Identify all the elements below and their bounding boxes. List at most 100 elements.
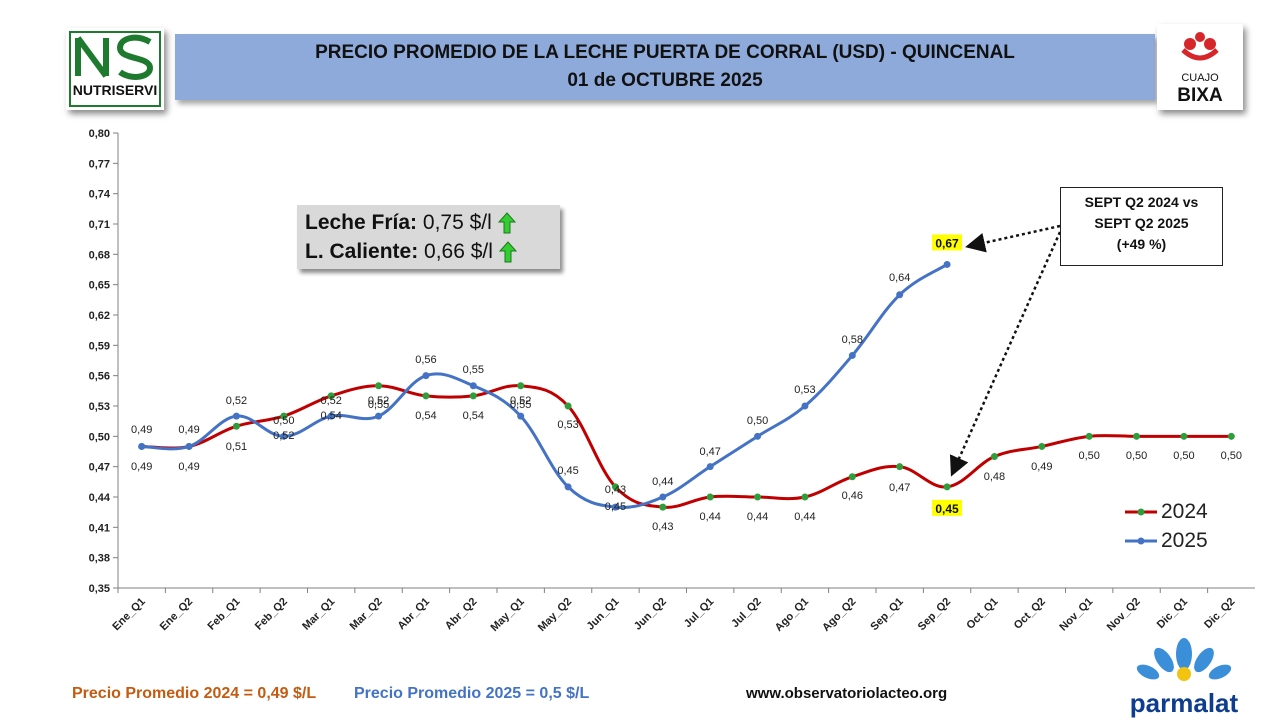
- website-link[interactable]: www.observatoriolacteo.org: [746, 685, 948, 702]
- x-tick-label: Jun_Q1: [585, 596, 622, 633]
- x-tick-label: May_Q1: [488, 596, 526, 634]
- y-tick-label: 0,50: [89, 431, 110, 443]
- legend-item-2024: 2024: [1125, 497, 1208, 526]
- y-tick-label: 0,62: [89, 310, 110, 322]
- current-price-box: Leche Fría: 0,75 $/l L. Caliente: 0,66 $…: [297, 205, 560, 269]
- data-label-2024: 0,46: [842, 490, 863, 502]
- data-label-2025: 0,45: [557, 465, 578, 477]
- data-label-2025: 0,55: [510, 399, 531, 411]
- y-tick-label: 0,68: [89, 249, 110, 261]
- data-point-2024: [327, 392, 335, 400]
- data-label-2024: 0,44: [794, 511, 815, 523]
- data-point-2024: [469, 392, 477, 400]
- data-point-2025: [138, 442, 146, 450]
- data-label-2025: 0,54: [320, 410, 341, 422]
- data-label-2025: 0,53: [794, 384, 815, 396]
- data-point-2024: [706, 493, 714, 501]
- cold-milk-value: 0,75 $/l: [422, 211, 492, 234]
- x-tick-label: Nov_Q1: [1057, 596, 1095, 634]
- data-label-2024: 0,54: [415, 410, 436, 422]
- data-label-2024: 0,44: [747, 511, 768, 523]
- x-tick-label: Dic_Q1: [1155, 596, 1190, 631]
- data-point-2024: [1038, 442, 1046, 450]
- data-point-2025: [943, 260, 951, 268]
- data-label-2024: 0,54: [463, 410, 484, 422]
- data-point-2025: [185, 442, 193, 450]
- data-label-2025: 0,44: [652, 476, 673, 488]
- data-label-2024: 0,50: [1126, 450, 1147, 462]
- legend-label-2024: 2024: [1161, 499, 1208, 523]
- x-tick-label: Mar_Q2: [348, 596, 385, 633]
- data-point-2024: [280, 412, 288, 420]
- x-tick-label: Jul_Q2: [729, 596, 763, 630]
- data-label-2024: 0,52: [320, 395, 341, 407]
- data-label-2024: 0,43: [652, 521, 673, 533]
- x-tick-label: Ene_Q2: [158, 596, 195, 633]
- data-label-2024: 0,50: [1173, 450, 1194, 462]
- data-point-2025: [896, 291, 904, 299]
- data-point-2025: [848, 351, 856, 359]
- y-tick-label: 0,65: [89, 280, 110, 292]
- data-point-2025: [517, 412, 525, 420]
- x-tick-label: Dic_Q2: [1202, 596, 1237, 631]
- data-label-2025: 0,56: [415, 354, 436, 366]
- x-tick-label: Ago_Q2: [820, 596, 858, 634]
- y-tick-label: 0,38: [89, 553, 110, 565]
- x-tick-label: Feb_Q2: [253, 596, 290, 633]
- data-point-2024: [659, 503, 667, 511]
- data-label-2024: 0,53: [557, 419, 578, 431]
- x-tick-label: Oct_Q2: [1012, 596, 1048, 632]
- callout-arrow-2025: [965, 224, 1061, 253]
- data-point-2024: [232, 422, 240, 430]
- data-label-2024: 0,52: [368, 395, 389, 407]
- legend-swatch-2024: [1125, 508, 1157, 515]
- svg-text:BIXA: BIXA: [1177, 85, 1223, 106]
- data-point-2024: [517, 382, 525, 390]
- data-point-2024: [896, 463, 904, 471]
- y-tick-label: 0,47: [89, 462, 110, 474]
- series-line-2024: [141, 384, 1232, 509]
- y-tick-label: 0,74: [89, 189, 111, 201]
- average-2025: Precio Promedio 2025 = 0,5 $/L: [354, 685, 590, 702]
- data-point-2024: [1133, 432, 1141, 440]
- x-tick-label: Sep_Q1: [868, 596, 905, 633]
- data-label-2024: 0,49: [131, 461, 152, 473]
- cuajo-bixa-logo: CUAJO BIXA: [1157, 24, 1243, 110]
- data-label-2024: 0,48: [984, 471, 1005, 483]
- series-line-2025: [141, 263, 948, 509]
- data-label-2024: 0,51: [226, 441, 247, 453]
- y-tick-label: 0,41: [89, 522, 110, 534]
- highlight-box-2024: [932, 499, 963, 516]
- data-point-2024: [611, 483, 619, 491]
- y-tick-label: 0,53: [89, 401, 110, 413]
- data-point-2025: [611, 503, 619, 511]
- y-tick-label: 0,71: [89, 219, 110, 231]
- data-point-2025: [232, 412, 240, 420]
- hot-milk-value: 0,66 $/l: [424, 240, 493, 263]
- highlight-box-2025: [932, 234, 963, 251]
- data-label-2025: 0,55: [368, 399, 389, 411]
- legend-label-2025: 2025: [1161, 528, 1208, 552]
- data-label-2024: 0,47: [889, 482, 910, 494]
- data-label-2024: 0,49: [1031, 461, 1052, 473]
- data-point-2024: [943, 483, 951, 491]
- data-label-2025: 0,49: [178, 424, 199, 436]
- data-point-2025: [754, 432, 762, 440]
- data-point-2024: [1180, 432, 1188, 440]
- data-point-2025: [375, 412, 383, 420]
- data-point-2025: [469, 382, 477, 390]
- x-tick-label: Jun_Q2: [632, 596, 669, 633]
- data-label-2025: 0,50: [747, 415, 768, 427]
- highlighted-label-2024: 0,45: [935, 502, 959, 516]
- data-label-2025: 0,47: [699, 446, 720, 458]
- info-row-hot-milk: L. Caliente: 0,66 $/l: [305, 237, 560, 266]
- data-label-2025: 0,58: [842, 334, 863, 346]
- average-2024: Precio Promedio 2024 = 0,49 $/L: [72, 685, 317, 702]
- info-row-cold-milk: Leche Fría: 0,75 $/l: [305, 208, 560, 237]
- data-point-2025: [327, 412, 335, 420]
- data-point-2024: [754, 493, 762, 501]
- x-tick-label: Abr_Q2: [443, 596, 480, 633]
- callout-line1: SEPT Q2 2024 vs: [1084, 194, 1199, 210]
- data-label-2025: 0,52: [273, 430, 294, 442]
